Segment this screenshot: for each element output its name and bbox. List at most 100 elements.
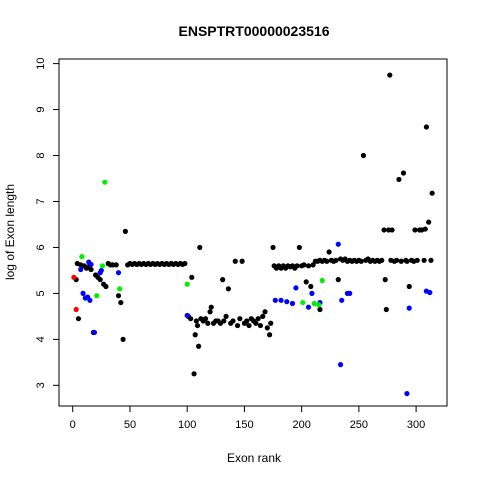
- data-point-black: [113, 262, 119, 268]
- data-point-black: [296, 244, 302, 251]
- data-point-black: [194, 322, 201, 329]
- data-point-green: [117, 286, 123, 292]
- data-point-black: [230, 318, 236, 324]
- data-point-blue: [115, 270, 122, 276]
- plot-frame: [58, 58, 448, 407]
- data-point-black: [88, 266, 94, 273]
- x-axis: 0 50 100 150 200 250 300: [70, 406, 425, 431]
- data-point-blue: [284, 299, 290, 305]
- data-point-black: [400, 170, 407, 176]
- data-point-blue: [309, 290, 315, 296]
- data-point-black: [429, 190, 435, 196]
- data-point-black: [426, 219, 432, 225]
- data-point-blue: [335, 241, 341, 247]
- data-point-black: [308, 283, 314, 290]
- data-point-blue: [88, 261, 94, 268]
- data-point-black: [324, 258, 330, 264]
- data-point-blue: [272, 297, 278, 303]
- data-point-black: [389, 227, 395, 233]
- data-point-black: [225, 286, 231, 292]
- data-point-black: [423, 124, 429, 130]
- data-point-black: [221, 318, 227, 324]
- data-point-green: [300, 299, 306, 306]
- data-point-blue: [184, 312, 190, 319]
- data-point-black: [270, 244, 276, 251]
- x-tick-label: 250: [350, 419, 368, 431]
- data-point-black: [220, 277, 226, 283]
- data-point-black: [398, 258, 404, 264]
- data-point-black: [118, 299, 124, 306]
- data-point-black: [202, 316, 209, 322]
- x-axis-label: Exon rank: [227, 451, 282, 465]
- data-point-black: [193, 318, 199, 324]
- data-point-green: [99, 263, 106, 269]
- x-tick-label: 100: [178, 419, 196, 431]
- data-point-green: [184, 281, 190, 287]
- x-tick-label: 300: [407, 419, 425, 431]
- y-tick-label: 6: [35, 244, 47, 250]
- data-point-blue: [80, 290, 86, 296]
- data-point-black: [122, 228, 128, 234]
- data-point-blue: [91, 329, 98, 336]
- data-point-blue: [78, 266, 84, 273]
- data-point-blue: [305, 304, 312, 310]
- data-point-black: [182, 260, 188, 267]
- data-point-black: [237, 316, 243, 322]
- data-point-black: [244, 318, 250, 324]
- data-point-black: [358, 258, 364, 264]
- data-point-green: [94, 293, 100, 299]
- data-point-blue: [427, 289, 433, 296]
- x-tick-label: 0: [70, 419, 76, 431]
- data-point-black: [333, 257, 339, 263]
- data-point-black: [421, 257, 427, 263]
- data-point-green: [319, 277, 325, 284]
- y-axis-label: log of Exon length: [3, 184, 17, 280]
- data-point-black: [234, 322, 241, 329]
- data-point-black: [75, 316, 82, 322]
- data-point-blue: [98, 267, 104, 274]
- data-point-blue: [347, 290, 353, 296]
- data-point-black: [301, 262, 307, 268]
- data-point-black: [207, 309, 213, 315]
- data-point-black: [120, 336, 126, 342]
- data-point-black: [189, 274, 195, 280]
- x-tick-label: 200: [292, 419, 310, 431]
- data-point-blue: [406, 305, 412, 311]
- data-point-black: [196, 343, 202, 349]
- data-point-green: [79, 254, 85, 260]
- data-point-black: [253, 320, 259, 326]
- data-point-black: [255, 316, 261, 322]
- data-point-black: [382, 277, 388, 283]
- data-point-black: [379, 257, 385, 263]
- data-point-red: [71, 274, 77, 280]
- data-point-black: [396, 176, 402, 183]
- data-point-black: [394, 257, 400, 263]
- data-point-black: [381, 227, 387, 233]
- data-point-black: [257, 322, 264, 329]
- data-point-black: [383, 306, 389, 313]
- y-tick-label: 7: [35, 198, 47, 204]
- data-point-black: [303, 279, 309, 285]
- data-point-black: [264, 325, 270, 331]
- data-point-black: [205, 320, 211, 326]
- data-point-blue: [289, 300, 296, 307]
- data-point-black: [260, 313, 266, 319]
- data-point-black: [335, 277, 341, 283]
- y-tick-label: 9: [35, 106, 47, 112]
- data-points: [71, 72, 435, 397]
- data-point-black: [404, 258, 410, 264]
- data-point-black: [326, 249, 332, 255]
- data-point-black: [266, 332, 273, 338]
- data-point-black: [406, 283, 412, 290]
- data-point-blue: [404, 390, 410, 397]
- y-tick-label: 10: [35, 57, 47, 69]
- data-point-black: [97, 277, 103, 283]
- y-tick-label: 5: [35, 290, 47, 296]
- data-point-black: [360, 152, 367, 159]
- data-point-black: [246, 322, 252, 329]
- data-point-black: [223, 313, 229, 319]
- data-point-black: [197, 244, 203, 251]
- y-tick-label: 8: [35, 152, 47, 158]
- data-point-black: [208, 304, 214, 310]
